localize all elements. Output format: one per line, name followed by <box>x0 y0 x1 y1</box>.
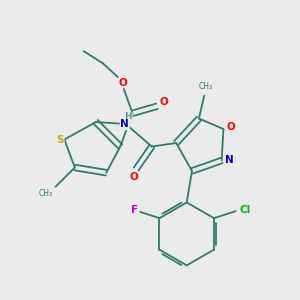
Text: CH₃: CH₃ <box>199 82 213 91</box>
Text: CH₃: CH₃ <box>39 188 53 197</box>
Text: N: N <box>225 155 234 166</box>
Text: O: O <box>119 77 128 88</box>
Text: H: H <box>124 112 132 121</box>
Text: O: O <box>160 97 168 107</box>
Text: F: F <box>131 206 138 215</box>
Text: S: S <box>56 134 64 145</box>
Text: Cl: Cl <box>239 205 250 215</box>
Text: N: N <box>120 119 129 130</box>
Text: O: O <box>130 172 139 182</box>
Text: O: O <box>227 122 236 132</box>
